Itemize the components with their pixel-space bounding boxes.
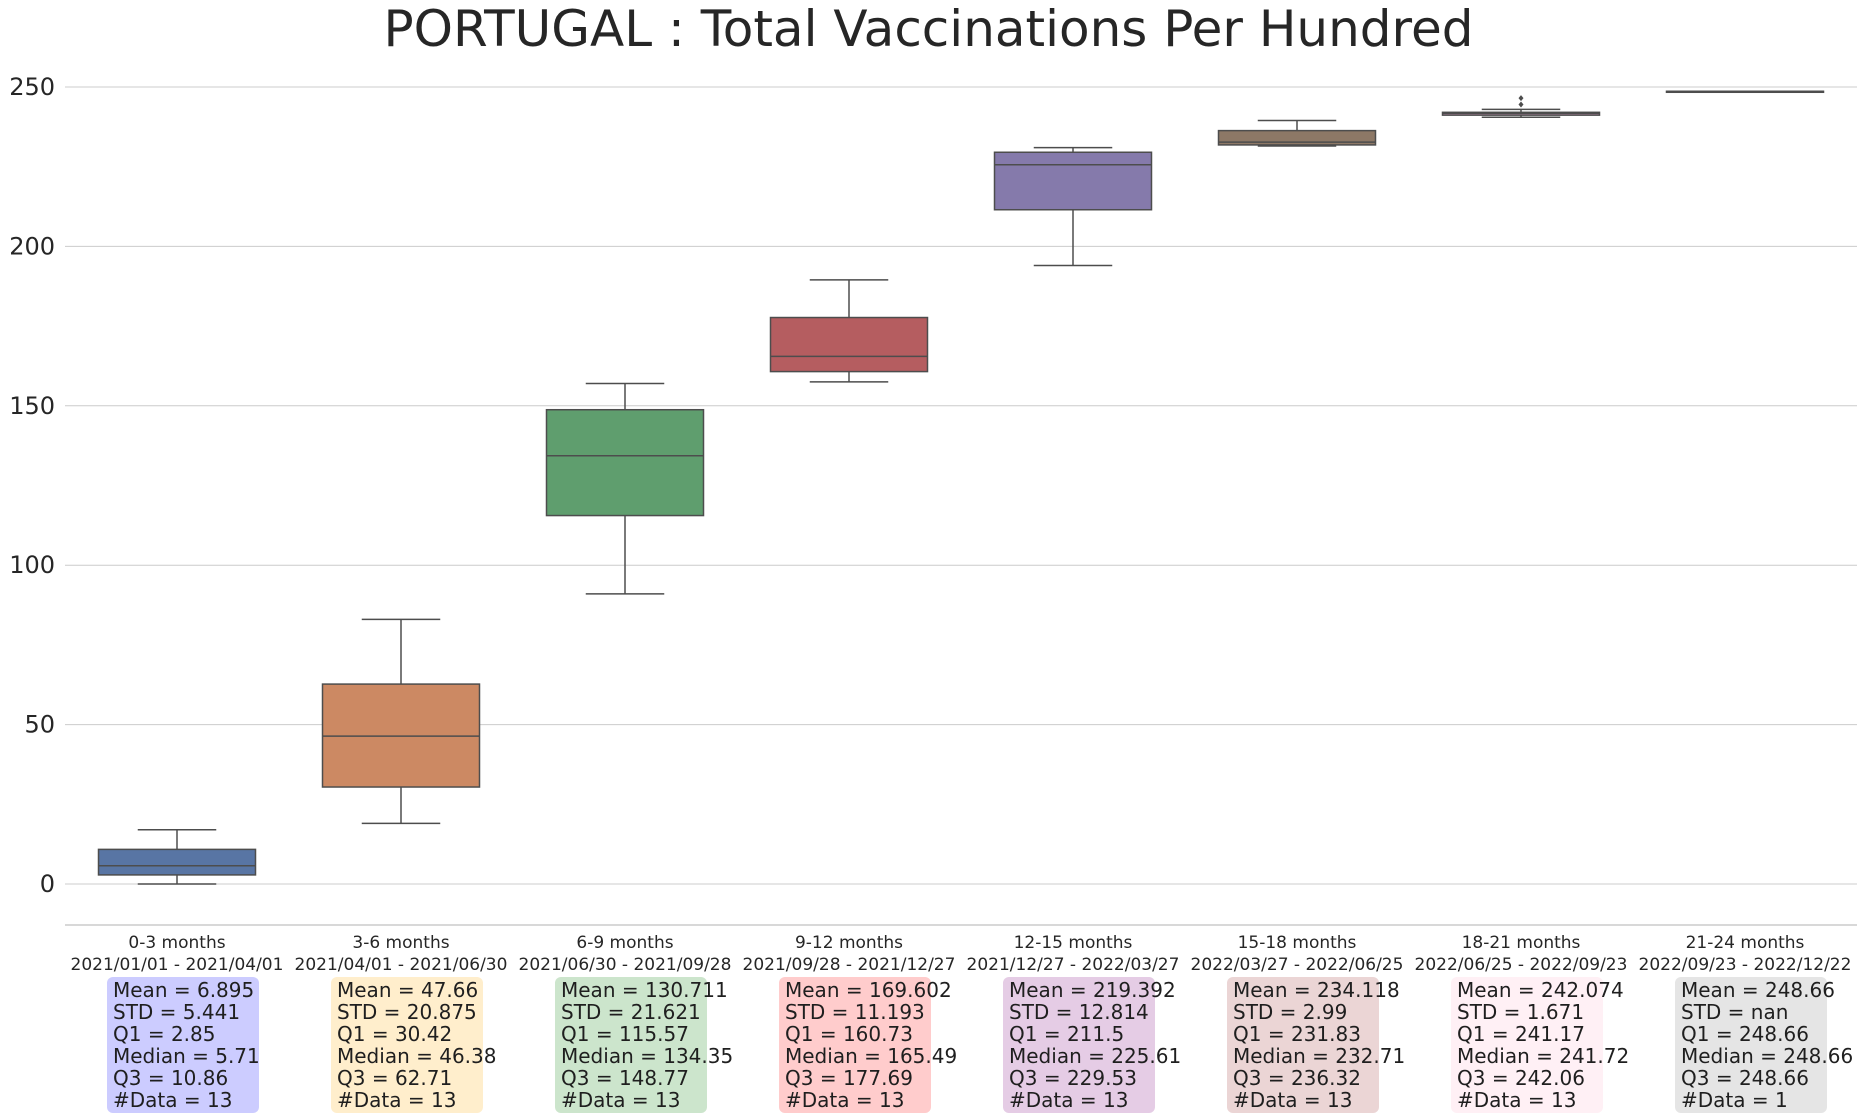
stats-q3: Q3 = 10.86: [113, 1066, 229, 1090]
x-tick-label: 6-9 months: [576, 933, 673, 953]
stats-q1: Q1 = 211.5: [1009, 1022, 1125, 1046]
stats-q1: Q1 = 2.85: [113, 1022, 216, 1046]
stats-mean: Mean = 234.118: [1233, 978, 1400, 1002]
y-tick-label: 0: [40, 870, 55, 898]
stats-median: Median = 225.61: [1009, 1044, 1182, 1068]
stats-n: #Data = 13: [1457, 1088, 1577, 1112]
stats-box: Mean = 6.895 STD = 5.441 Q1 = 2.85 Median =…: [107, 977, 260, 1113]
y-tick-label: 200: [9, 232, 55, 260]
x-tick-date-range: 2021/06/30 - 2021/09/28: [519, 955, 732, 975]
y-tick-label: 150: [9, 392, 55, 420]
stats-mean: Mean = 248.66: [1681, 978, 1835, 1002]
x-tick-date-range: 2021/04/01 - 2021/06/30: [295, 955, 508, 975]
chart-title: PORTUGAL : Total Vaccinations Per Hundre…: [383, 0, 1474, 58]
y-tick-label: 50: [24, 711, 55, 739]
stats-q1: Q1 = 160.73: [785, 1022, 913, 1046]
stats-std: STD = 21.621: [561, 1000, 701, 1024]
stats-n: #Data = 13: [1233, 1088, 1353, 1112]
stats-n: #Data = 13: [113, 1088, 233, 1112]
stats-box: Mean = 169.602 STD = 11.193 Q1 = 160.73 Med…: [779, 977, 958, 1113]
stats-std: STD = nan: [1681, 1000, 1789, 1024]
stats-n: #Data = 1: [1681, 1088, 1788, 1112]
stats-median: Median = 134.35: [561, 1044, 734, 1068]
x-tick-label: 21-24 months: [1686, 933, 1805, 953]
stats-std: STD = 11.193: [785, 1000, 925, 1024]
stats-median: Median = 232.71: [1233, 1044, 1406, 1068]
stats-std: STD = 5.441: [113, 1000, 241, 1024]
box: [545, 408, 705, 517]
x-tick-label: 12-15 months: [1014, 933, 1133, 953]
stats-box: Mean = 130.711 STD = 21.621 Q1 = 115.57 Med…: [555, 977, 734, 1113]
stats-mean: Mean = 219.392: [1009, 978, 1176, 1002]
stats-mean: Mean = 6.895: [113, 978, 255, 1002]
stats-std: STD = 12.814: [1009, 1000, 1149, 1024]
stats-q1: Q1 = 30.42: [337, 1022, 453, 1046]
stats-q1: Q1 = 248.66: [1681, 1022, 1809, 1046]
stats-std: STD = 1.671: [1457, 1000, 1585, 1024]
x-tick-date-range: 2022/06/25 - 2022/09/23: [1415, 955, 1628, 975]
outlier-point: [1518, 101, 1524, 108]
x-tick-date-range: 2021/01/01 - 2021/04/01: [71, 955, 284, 975]
stats-q3: Q3 = 236.32: [1233, 1066, 1361, 1090]
x-tick-label: 3-6 months: [352, 933, 449, 953]
x-tick-label: 0-3 months: [128, 933, 225, 953]
stats-box: Mean = 248.66 STD = nan Q1 = 248.66 Median …: [1675, 977, 1854, 1113]
x-tick-label: 18-21 months: [1462, 933, 1581, 953]
stats-mean: Mean = 130.711: [561, 978, 728, 1002]
stats-median: Median = 248.66: [1681, 1044, 1854, 1068]
box: [97, 848, 257, 876]
y-tick-label: 100: [9, 551, 55, 579]
x-tick-date-range: 2022/09/23 - 2022/12/22: [1639, 955, 1852, 975]
stats-q1: Q1 = 231.83: [1233, 1022, 1361, 1046]
box: [993, 151, 1153, 211]
stats-q3: Q3 = 242.06: [1457, 1066, 1585, 1090]
x-tick-date-range: 2021/12/27 - 2022/03/27: [967, 955, 1180, 975]
x-tick-date-range: 2021/09/28 - 2021/12/27: [743, 955, 956, 975]
stats-q3: Q3 = 148.77: [561, 1066, 689, 1090]
stats-std: STD = 20.875: [337, 1000, 477, 1024]
stats-box: Mean = 234.118 STD = 2.99 Q1 = 231.83 Media…: [1227, 977, 1406, 1113]
x-tick-date-range: 2022/03/27 - 2022/06/25: [1191, 955, 1404, 975]
stats-std: STD = 2.99: [1233, 1000, 1348, 1024]
stats-median: Median = 241.72: [1457, 1044, 1630, 1068]
stats-mean: Mean = 47.66: [337, 978, 479, 1002]
stats-box: Mean = 219.392 STD = 12.814 Q1 = 211.5 Medi…: [1003, 977, 1182, 1113]
outlier-point: [1518, 95, 1524, 102]
stats-q3: Q3 = 62.71: [337, 1066, 453, 1090]
stats-q1: Q1 = 115.57: [561, 1022, 689, 1046]
box: [769, 316, 929, 373]
stats-q3: Q3 = 177.69: [785, 1066, 913, 1090]
y-tick-label: 250: [9, 73, 55, 101]
stats-n: #Data = 13: [785, 1088, 905, 1112]
stats-q3: Q3 = 229.53: [1009, 1066, 1137, 1090]
stats-box: Mean = 242.074 STD = 1.671 Q1 = 241.17 Medi…: [1451, 977, 1630, 1113]
stats-q3: Q3 = 248.66: [1681, 1066, 1809, 1090]
stats-n: #Data = 13: [561, 1088, 681, 1112]
stats-n: #Data = 13: [1009, 1088, 1129, 1112]
stats-mean: Mean = 242.074: [1457, 978, 1624, 1002]
x-tick-label: 15-18 months: [1238, 933, 1357, 953]
stats-median: Median = 46.38: [337, 1044, 497, 1068]
box: [1217, 129, 1377, 146]
stats-q1: Q1 = 241.17: [1457, 1022, 1585, 1046]
stats-n: #Data = 13: [337, 1088, 457, 1112]
stats-box: Mean = 47.66 STD = 20.875 Q1 = 30.42 Median…: [331, 977, 497, 1113]
stats-mean: Mean = 169.602: [785, 978, 952, 1002]
x-tick-label: 9-12 months: [795, 933, 903, 953]
stats-median: Median = 5.71: [113, 1044, 260, 1068]
stats-median: Median = 165.49: [785, 1044, 958, 1068]
